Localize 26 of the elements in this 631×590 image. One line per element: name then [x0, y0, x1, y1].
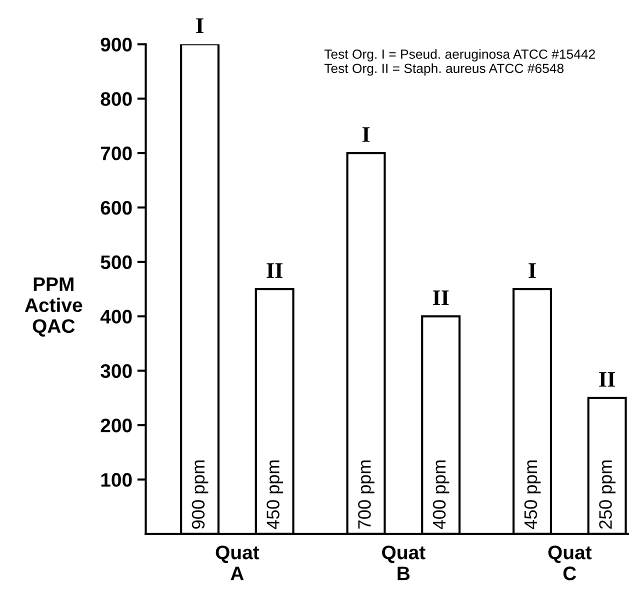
y-tick-label: 700 — [100, 146, 132, 160]
annotation: Test Org. I = Pseud. aeruginosa ATCC #15442 Test Org. II = Staph. aureus ATCC #6548 — [324, 49, 595, 76]
text: II — [266, 263, 282, 278]
x-tick-label: Quat B — [382, 546, 426, 580]
data-label: 450 ppm — [524, 460, 541, 530]
text: I — [528, 263, 536, 278]
y-tick-label: 500 — [100, 255, 132, 270]
text: I — [196, 18, 204, 33]
y-tick-label: 400 — [100, 310, 132, 324]
x-tick-label: Quat C — [548, 546, 592, 580]
y-tick-label: 100 — [101, 473, 132, 487]
y-tick-label: 900 — [100, 38, 132, 52]
y-tick-label: 800 — [100, 92, 132, 106]
data-label: 250 ppm — [599, 460, 616, 529]
y-axis-title: PPM Active QAC — [24, 278, 82, 337]
data-label: 450 ppm — [266, 460, 284, 530]
y-tick-label: 600 — [100, 200, 132, 215]
series-label: II — [432, 290, 449, 306]
series-label: I — [362, 127, 370, 142]
data-label: 400 ppm — [432, 460, 450, 530]
y-tick-label: 200 — [100, 418, 132, 432]
y-tick-label: 300 — [100, 364, 132, 378]
data-label: 700 ppm — [358, 460, 374, 529]
data-label: 900 ppm — [192, 460, 208, 529]
x-tick-label: Quat A — [216, 546, 260, 580]
text: II — [599, 372, 615, 387]
